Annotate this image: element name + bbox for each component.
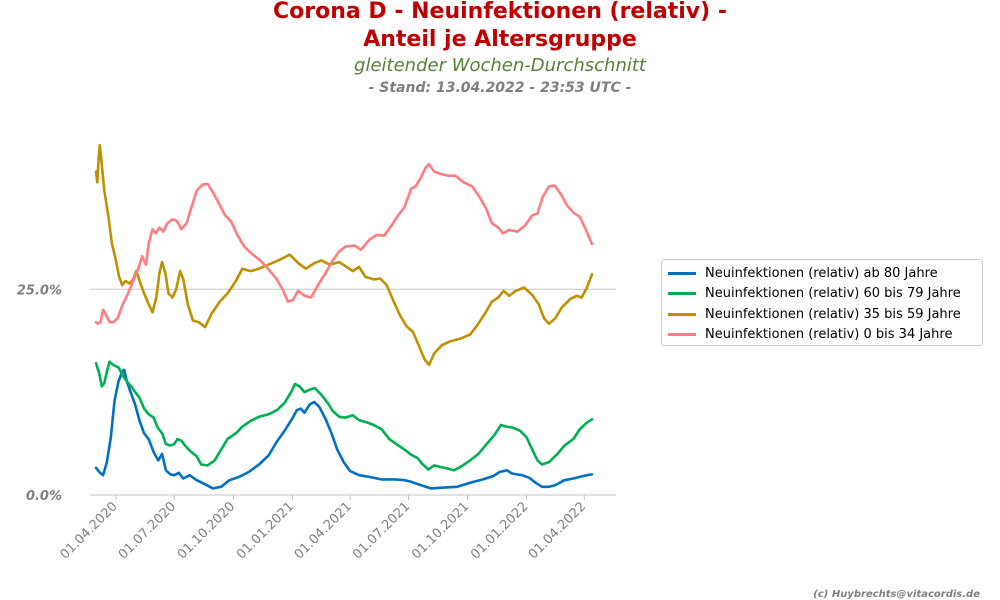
legend-entry-1: Neuinfektionen (relativ) ab 80 Jahre [668,263,976,284]
chart-title-line-1: Corona D - Neuinfektionen (relativ) - [273,0,727,24]
legend-entry-2: Neuinfektionen (relativ) 60 bis 79 Jahre [668,284,976,305]
series-line-1 [94,368,594,490]
x-tick-label: 01.04.2021 [292,499,355,562]
legend-entry-4: Neuinfektionen (relativ) 0 bis 34 Jahre [668,325,976,346]
copyright-credit: (c) Huybrechts@vitacordis.de [813,589,980,600]
legend-label: Neuinfektionen (relativ) ab 80 Jahre [705,265,938,281]
x-tick-label: 01.07.2020 [116,499,179,562]
x-tick-label: 01.10.2021 [409,499,472,562]
legend-entry-3: Neuinfektionen (relativ) 35 bis 59 Jahre [668,304,976,325]
chart-title-line-2: Anteil je Altersgruppe [363,27,637,52]
x-tick-label: 01.01.2022 [468,499,531,562]
legend-swatch [668,292,696,296]
series-line-2 [94,360,594,472]
legend-label: Neuinfektionen (relativ) 0 bis 34 Jahre [705,327,953,343]
legend-swatch [668,333,696,337]
x-tick-label: 01.04.2022 [526,499,589,562]
x-tick-label: 01.07.2021 [350,499,413,562]
legend-swatch [668,312,696,316]
chart-legend: Neuinfektionen (relativ) ab 80 Jahre Neui… [661,259,983,346]
x-tick-label: 01.04.2020 [57,499,120,562]
y-tick-label: 0.0% [26,489,62,504]
x-tick-label: 01.10.2020 [175,499,238,562]
series-line-3 [94,143,594,367]
series-line-4 [94,162,594,326]
legend-swatch [668,271,696,275]
legend-label: Neuinfektionen (relativ) 60 bis 79 Jahre [705,286,961,302]
chart-subtitle: gleitender Wochen-Durchschnitt [354,55,646,76]
legend-label: Neuinfektionen (relativ) 35 bis 59 Jahre [705,306,961,322]
x-tick-label: 01.01.2021 [234,499,297,562]
y-tick-label: 25.0% [17,283,62,298]
chart-stand-date: - Stand: 13.04.2022 - 23:53 UTC - [368,80,632,96]
